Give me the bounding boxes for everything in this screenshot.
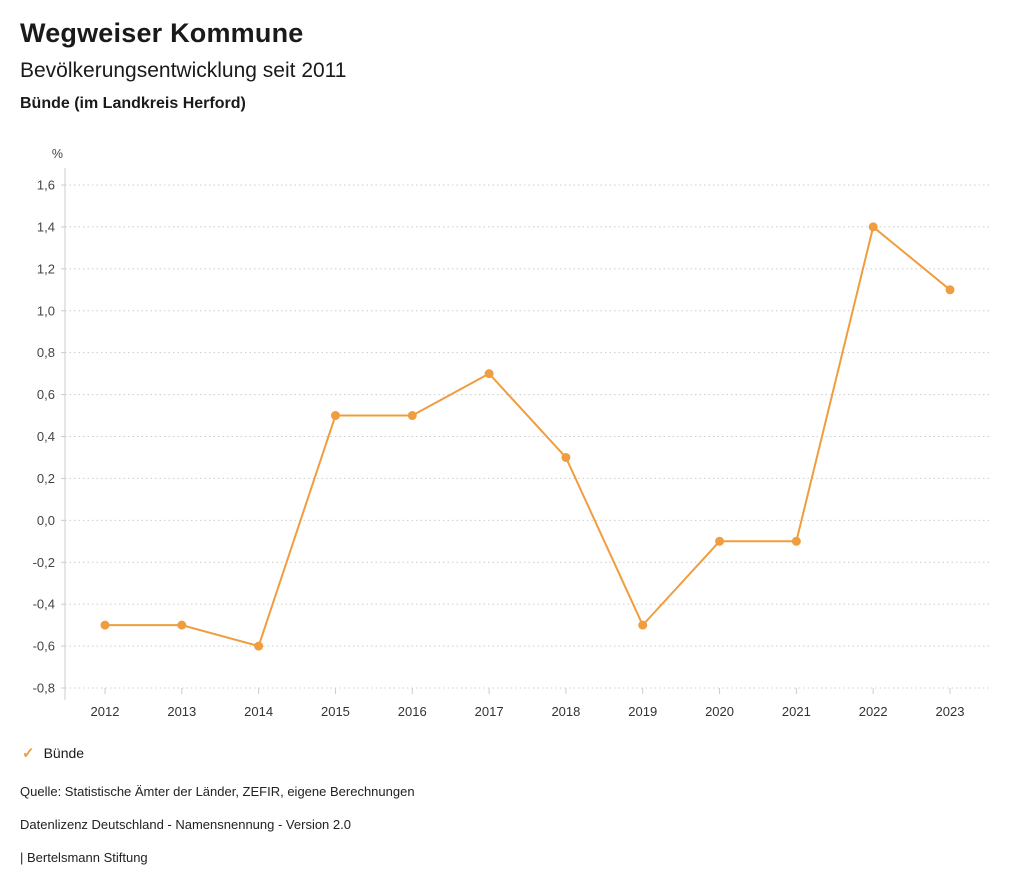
data-point-2015[interactable] xyxy=(330,411,340,421)
chart-area: % 1,6 1,4 1,2 1,0 0,8 0,6 0,4 0,2 0,0 -0,2 -0,4 -0,6… xyxy=(0,140,1024,735)
data-point-2021[interactable] xyxy=(791,536,801,546)
x-axis-tick-label: 2021 xyxy=(782,704,811,719)
x-axis-tick-label: 2020 xyxy=(705,704,734,719)
series-line-buende xyxy=(105,225,951,648)
data-point-2012[interactable] xyxy=(100,620,110,630)
data-point-2020[interactable] xyxy=(715,536,725,546)
y-axis-tick-label: -0,2 xyxy=(33,555,55,570)
y-axis-tick-label: 0,2 xyxy=(37,471,55,486)
y-axis-tick-label: 1,4 xyxy=(37,219,55,234)
data-point-2022[interactable] xyxy=(868,222,878,232)
data-point-2014[interactable] xyxy=(254,641,264,651)
y-axis-tick-label: 0,0 xyxy=(37,513,55,528)
y-axis-tick-label: -0,6 xyxy=(33,639,55,654)
x-axis-tick-label: 2012 xyxy=(91,704,120,719)
chart-svg: % 1,6 1,4 1,2 1,0 0,8 0,6 0,4 0,2 0,0 -0,2 -0,4 -0,6… xyxy=(33,147,990,719)
legend-check-icon: ✓ xyxy=(22,744,35,762)
x-axis-tick-label: 2013 xyxy=(167,704,196,719)
x-axis-tick-label: 2018 xyxy=(551,704,580,719)
x-axis-tick-label: 2015 xyxy=(321,704,350,719)
x-axis-tick-label: 2014 xyxy=(244,704,273,719)
y-axis-tick-label: -0,8 xyxy=(33,681,55,696)
x-axis-tick-label: 2017 xyxy=(475,704,504,719)
y-axis-tick-label: 1,0 xyxy=(37,303,55,318)
legend-item-buende[interactable]: ✓ Bünde xyxy=(22,745,84,761)
chart-footer: Quelle: Statistische Ämter der Länder, Z… xyxy=(20,784,415,883)
data-point-2018[interactable] xyxy=(561,452,571,462)
y-axis-tick-label: -0,4 xyxy=(33,597,55,612)
y-axis-tick-label: 0,4 xyxy=(37,429,55,444)
data-point-2016[interactable] xyxy=(407,411,417,421)
y-axis-unit-label: % xyxy=(52,147,63,161)
license-text: Datenlizenz Deutschland - Namensnennung … xyxy=(20,817,351,832)
data-point-2023[interactable] xyxy=(945,285,955,295)
data-point-2013[interactable] xyxy=(177,620,187,630)
chart-header: Wegweiser Kommune Bevölkerungsentwicklun… xyxy=(0,0,1024,113)
source-text: Quelle: Statistische Ämter der Länder, Z… xyxy=(20,784,415,799)
data-point-2017[interactable] xyxy=(484,369,494,379)
y-axis-tick-label: 0,6 xyxy=(37,387,55,402)
attribution-text: | Bertelsmann Stiftung xyxy=(20,850,148,865)
x-axis-tick-label: 2016 xyxy=(398,704,427,719)
legend-label: Bünde xyxy=(43,745,85,761)
x-axis-tick-label: 2023 xyxy=(936,704,965,719)
x-axis-tick-label: 2019 xyxy=(628,704,657,719)
y-axis-tick-label: 1,6 xyxy=(37,178,55,193)
region-label: Bünde (im Landkreis Herford) xyxy=(20,95,246,112)
x-axis-tick-label: 2022 xyxy=(859,704,888,719)
page-title: Wegweiser Kommune xyxy=(20,18,304,48)
data-point-2019[interactable] xyxy=(638,620,648,630)
y-axis-tick-label: 0,8 xyxy=(37,345,55,360)
chart-title: Bevölkerungsentwicklung seit 2011 xyxy=(20,59,347,82)
y-axis-tick-label: 1,2 xyxy=(37,261,55,276)
